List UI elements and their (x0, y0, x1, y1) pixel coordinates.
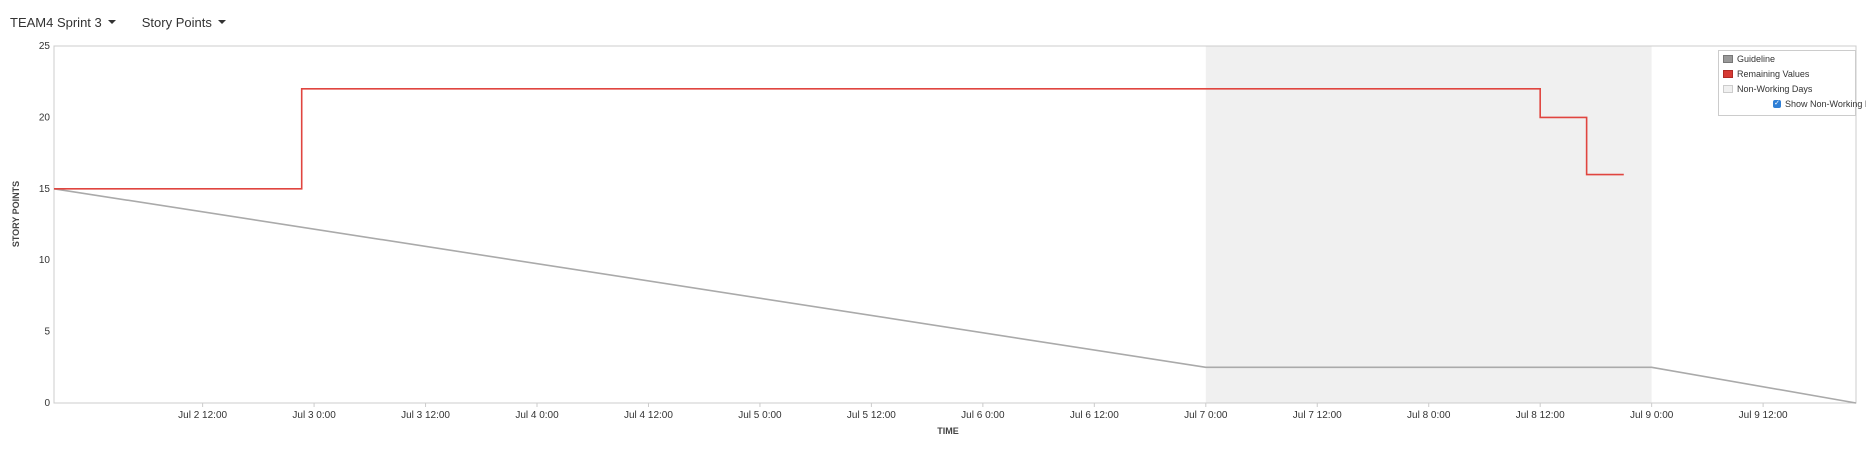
chevron-down-icon (107, 20, 116, 24)
x-axis-title: TIME (937, 426, 959, 436)
guideline-line (53, 188, 1857, 404)
legend-swatch-non-working (1723, 85, 1733, 93)
x-tick-label: Jul 5 12:00 (847, 410, 896, 421)
x-tick-label: Jul 4 12:00 (624, 410, 673, 421)
x-tick-label: Jul 2 12:00 (178, 410, 227, 421)
y-tick-label: 10 (39, 255, 51, 266)
non-working-band (1205, 46, 1652, 403)
x-tick-label: Jul 8 12:00 (1516, 410, 1565, 421)
toolbar: TEAM4 Sprint 3 Story Points (10, 12, 252, 32)
x-tick-label: Jul 6 0:00 (961, 410, 1005, 421)
legend-label: Guideline (1737, 54, 1776, 64)
checkbox-checked-icon: ✓ (1773, 100, 1781, 108)
legend-label: Non-Working Days (1737, 84, 1813, 94)
x-tick-label: Jul 8 0:00 (1407, 410, 1451, 421)
y-tick-label: 20 (39, 112, 51, 123)
x-tick-label: Jul 5 0:00 (738, 410, 782, 421)
metric-dropdown-label: Story Points (141, 14, 212, 30)
y-tick-label: 15 (39, 184, 51, 195)
x-tick-label: Jul 3 0:00 (292, 410, 336, 421)
x-tick-label: Jul 9 0:00 (1630, 410, 1674, 421)
legend-item-non-working[interactable]: Non-Working Days (1723, 84, 1812, 94)
y-tick-label: 0 (44, 398, 50, 409)
chevron-down-icon (217, 20, 226, 24)
legend-swatch-remaining (1723, 70, 1733, 78)
x-tick-label: Jul 6 12:00 (1070, 410, 1119, 421)
chart-legend: Guideline Remaining Values Non-Working D… (1718, 50, 1866, 116)
x-tick-label: Jul 4 0:00 (515, 410, 559, 421)
y-tick-label: 5 (44, 327, 50, 338)
checkbox-label: Show Non-Working Days (1785, 99, 1866, 109)
legend-label: Remaining Values (1737, 69, 1810, 79)
legend-swatch-guideline (1723, 55, 1733, 63)
y-axis-title: STORY POINTS (11, 181, 21, 247)
legend-item-remaining[interactable]: Remaining Values (1723, 69, 1809, 79)
metric-dropdown[interactable]: Story Points (142, 15, 226, 30)
show-non-working-days-checkbox[interactable]: ✓ Show Non-Working Days (1773, 99, 1866, 109)
y-tick-label: 25 (39, 41, 51, 52)
x-tick-label: Jul 9 12:00 (1739, 410, 1788, 421)
sprint-dropdown[interactable]: TEAM4 Sprint 3 (10, 15, 116, 30)
x-tick-label: Jul 7 12:00 (1293, 410, 1342, 421)
x-tick-label: Jul 3 12:00 (401, 410, 450, 421)
sprint-dropdown-label: TEAM4 Sprint 3 (10, 14, 102, 30)
remaining-values-line (54, 88, 1624, 190)
legend-item-guideline[interactable]: Guideline (1723, 54, 1775, 64)
x-tick-label: Jul 7 0:00 (1184, 410, 1228, 421)
